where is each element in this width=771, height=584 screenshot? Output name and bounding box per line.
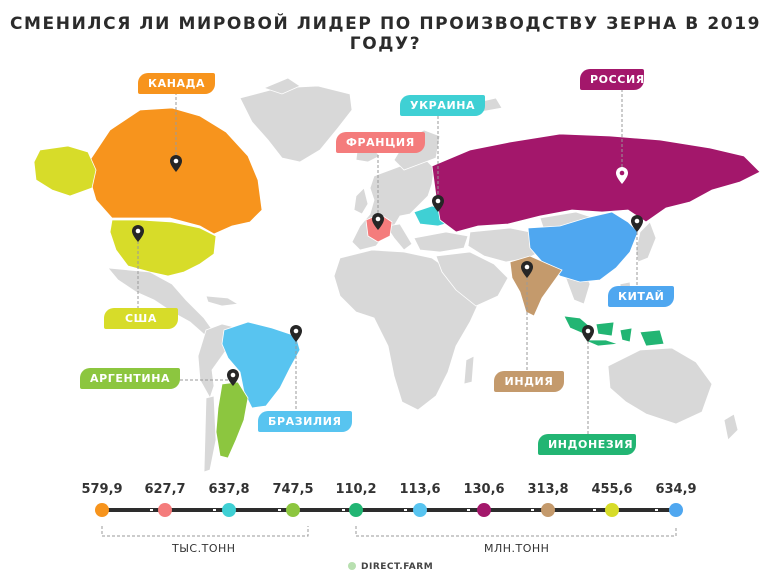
- label-india: ИНДИЯ: [494, 371, 564, 392]
- scale-value: 747,5: [272, 482, 314, 497]
- africa: [333, 249, 481, 411]
- scale-dots: [95, 503, 683, 517]
- pin-france: [372, 213, 384, 230]
- label-indonesia: ИНДОНЕЗИЯ: [538, 434, 636, 455]
- brand-name: DIRECT.FARM: [361, 562, 434, 572]
- page-title: СМЕНИЛСЯ ЛИ МИРОВОЙ ЛИДЕР ПО ПРОИЗВОДСТВ…: [9, 14, 762, 54]
- scale-value: 579,9: [81, 482, 123, 497]
- argentina-shape: [215, 381, 249, 459]
- pin-canada: [170, 155, 182, 172]
- scale-value: 110,2: [335, 482, 377, 497]
- australia: [607, 347, 713, 425]
- pin-usa: [132, 225, 144, 242]
- indonesia-shape: [563, 315, 665, 347]
- pin-china: [631, 215, 643, 232]
- pin-brazil: [290, 325, 302, 342]
- label-russia: РОССИЯ: [580, 69, 644, 90]
- usa-shape: [109, 219, 217, 277]
- label-brazil: БРАЗИЛИЯ: [258, 411, 352, 432]
- label-france: ФРАНЦИЯ: [336, 132, 425, 153]
- brazil-shape: [221, 321, 301, 409]
- middle-east: [435, 251, 509, 307]
- brand-dot-icon: [348, 562, 356, 570]
- brand-logo: DIRECT.FARM: [348, 562, 433, 572]
- label-usa: США: [104, 308, 178, 329]
- label-canada: КАНАДА: [138, 73, 216, 94]
- scale-value: 455,6: [591, 482, 633, 497]
- russia-shape: [431, 133, 761, 233]
- pin-argentina: [227, 369, 239, 386]
- scale-value: 637,8: [208, 482, 250, 497]
- scale-value: 113,6: [399, 482, 441, 497]
- pin-india: [521, 261, 533, 278]
- pin-indonesia: [582, 325, 594, 342]
- unit-thousand-tons: ТЫС.ТОНН: [168, 542, 240, 555]
- alaska-shape: [33, 145, 97, 197]
- greenland: [239, 85, 353, 163]
- pin-russia: [616, 167, 628, 184]
- scale-value: 130,6: [463, 482, 505, 497]
- label-china: КИТАЙ: [608, 286, 675, 307]
- scale-value: 313,8: [527, 482, 569, 497]
- label-argentina: АРГЕНТИНА: [80, 368, 181, 389]
- scale-bar: [95, 503, 683, 537]
- scale-value: 634,9: [655, 482, 697, 497]
- canada-shape: [85, 107, 263, 235]
- pin-ukraine: [432, 195, 444, 212]
- scale-value: 627,7: [144, 482, 186, 497]
- label-ukraine: УКРАИНА: [400, 95, 486, 116]
- unit-million-tons: МЛН.ТОНН: [480, 542, 554, 555]
